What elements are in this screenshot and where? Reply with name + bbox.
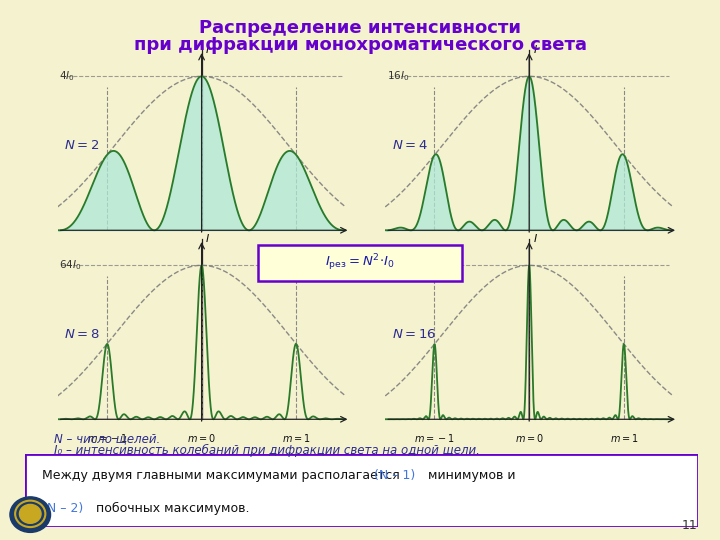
Text: (N – 1): (N – 1) (374, 469, 415, 482)
Text: $64I_{0}$: $64I_{0}$ (60, 259, 82, 272)
Text: $m=-1$: $m=-1$ (414, 433, 455, 444)
Text: $m=1$: $m=1$ (610, 244, 639, 255)
Text: $4I_{0}$: $4I_{0}$ (60, 70, 76, 83)
Circle shape (10, 497, 50, 532)
Text: $16I_{0}$: $16I_{0}$ (387, 70, 410, 83)
Text: $I_{\mathregular{рез}} = N^{2}{\cdot}I_{0}$: $I_{\mathregular{рез}} = N^{2}{\cdot}I_{… (325, 252, 395, 273)
Text: $I$: $I$ (533, 232, 538, 244)
Text: $I$: $I$ (533, 43, 538, 55)
FancyBboxPatch shape (258, 245, 462, 281)
Text: $I$: $I$ (205, 232, 210, 244)
Text: $m=-1$: $m=-1$ (86, 244, 127, 255)
Text: $m=1$: $m=1$ (282, 433, 311, 444)
Text: (N – 2): (N – 2) (42, 502, 84, 515)
Text: $N = 16$: $N = 16$ (392, 328, 436, 341)
Text: $m=1$: $m=1$ (282, 244, 311, 255)
Text: I₀ – интенсивность колебаний при дифракции света на одной щели.: I₀ – интенсивность колебаний при дифракц… (54, 444, 480, 457)
Text: $m=-1$: $m=-1$ (414, 244, 455, 255)
Text: $N = 2$: $N = 2$ (64, 139, 99, 152)
Text: $m=-1$: $m=-1$ (86, 433, 127, 444)
Text: Распределение интенсивности: Распределение интенсивности (199, 19, 521, 37)
Text: Между двумя главными максимумами располагается: Между двумя главными максимумами распола… (42, 469, 404, 482)
FancyBboxPatch shape (25, 454, 698, 526)
Text: $m=0$: $m=0$ (187, 433, 216, 444)
Text: $m=1$: $m=1$ (610, 433, 639, 444)
Text: N – число щелей.: N – число щелей. (54, 432, 161, 445)
Text: $N = 4$: $N = 4$ (392, 139, 428, 152)
Text: при дифракции монохроматического света: при дифракции монохроматического света (133, 36, 587, 54)
Text: минимумов и: минимумов и (424, 469, 516, 482)
Text: $I$: $I$ (205, 43, 210, 55)
Text: $m=0$: $m=0$ (515, 433, 544, 444)
Text: $m=0$: $m=0$ (515, 244, 544, 255)
Text: $m=0$: $m=0$ (187, 244, 216, 255)
Text: побочных максимумов.: побочных максимумов. (91, 502, 249, 515)
Text: 11: 11 (681, 519, 697, 532)
Text: $N = 8$: $N = 8$ (64, 328, 100, 341)
Text: $256I_{0}$: $256I_{0}$ (387, 259, 416, 272)
Circle shape (19, 504, 41, 523)
